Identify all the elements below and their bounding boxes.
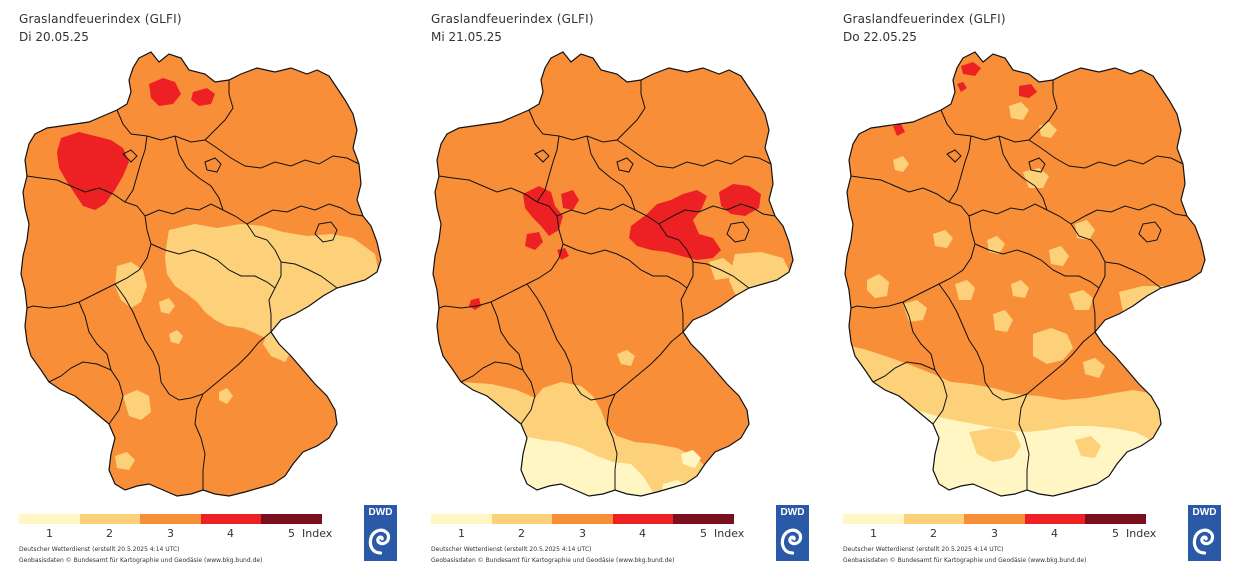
panel-date: Mi 21.05.25 [431, 30, 502, 44]
legend-class-3 [552, 514, 613, 524]
legend-label-2: 2 [518, 527, 525, 540]
map-panel-1: Graslandfeuerindex (GLFI) Di 20.05.25 [19, 0, 419, 577]
legend-class-3 [140, 514, 201, 524]
legend-label-4: 4 [639, 527, 646, 540]
legend-index-label: Index [1126, 527, 1157, 540]
credit-line-1: Deutscher Wetterdienst (erstellt 20.5.20… [843, 546, 1004, 553]
legend-class-3 [964, 514, 1025, 524]
map-panel-2: Graslandfeuerindex (GLFI) Mi 21.05.25 [431, 0, 831, 577]
legend-label-3: 3 [579, 527, 586, 540]
legend-label-5: 5 [288, 527, 295, 540]
credit-line-1: Deutscher Wetterdienst (erstellt 20.5.20… [19, 546, 180, 553]
panel-title: Graslandfeuerindex (GLFI) [19, 12, 182, 26]
dwd-logo-text: DWD [1192, 507, 1217, 518]
legend-label-1: 1 [458, 527, 465, 540]
panel-date: Do 22.05.25 [843, 30, 917, 44]
legend-class-1 [843, 514, 904, 524]
dwd-logo-text: DWD [368, 507, 393, 518]
legend-label-1: 1 [46, 527, 53, 540]
dwd-logo-text: DWD [780, 507, 805, 518]
legend-color-bar [431, 514, 734, 524]
legend: 1 2 3 4 5 Index [19, 514, 332, 544]
credit-line-1: Deutscher Wetterdienst (erstellt 20.5.20… [431, 546, 592, 553]
legend: 1 2 3 4 5 Index [843, 514, 1156, 544]
germany-map [844, 51, 1206, 497]
legend-class-2 [491, 514, 553, 524]
legend-label-5: 5 [1112, 527, 1119, 540]
panel-title: Graslandfeuerindex (GLFI) [431, 12, 594, 26]
legend-index-label: Index [302, 527, 333, 540]
legend-label-1: 1 [870, 527, 877, 540]
legend-class-5 [673, 514, 734, 524]
panel-title: Graslandfeuerindex (GLFI) [843, 12, 1006, 26]
legend-class-4 [200, 514, 262, 524]
legend-class-2 [903, 514, 965, 524]
swirl-icon [368, 528, 391, 555]
legend: 1 2 3 4 5 Index [431, 514, 744, 544]
credit-line-2: Geobasisdaten © Bundesamt für Kartograph… [431, 557, 675, 564]
map-panel-3: Graslandfeuerindex (GLFI) Do 22.05.25 [843, 0, 1243, 577]
legend-class-5 [1085, 514, 1146, 524]
germany-map [20, 51, 382, 497]
legend-label-5: 5 [700, 527, 707, 540]
legend-label-4: 4 [227, 527, 234, 540]
swirl-icon [1192, 528, 1215, 555]
swirl-icon [780, 528, 803, 555]
legend-label-2: 2 [930, 527, 937, 540]
legend-index-label: Index [714, 527, 745, 540]
panel-date: Di 20.05.25 [19, 30, 89, 44]
legend-class-4 [1024, 514, 1086, 524]
dwd-logo: DWD [776, 505, 809, 561]
legend-color-bar [843, 514, 1146, 524]
credit-line-2: Geobasisdaten © Bundesamt für Kartograph… [19, 557, 263, 564]
legend-class-2 [79, 514, 141, 524]
legend-label-2: 2 [106, 527, 113, 540]
legend-label-3: 3 [991, 527, 998, 540]
legend-class-1 [19, 514, 80, 524]
legend-class-4 [612, 514, 674, 524]
dwd-logo: DWD [364, 505, 397, 561]
legend-label-3: 3 [167, 527, 174, 540]
legend-color-bar [19, 514, 322, 524]
legend-label-4: 4 [1051, 527, 1058, 540]
legend-class-1 [431, 514, 492, 524]
legend-class-5 [261, 514, 322, 524]
dwd-logo: DWD [1188, 505, 1221, 561]
germany-map [432, 51, 794, 497]
credit-line-2: Geobasisdaten © Bundesamt für Kartograph… [843, 557, 1087, 564]
